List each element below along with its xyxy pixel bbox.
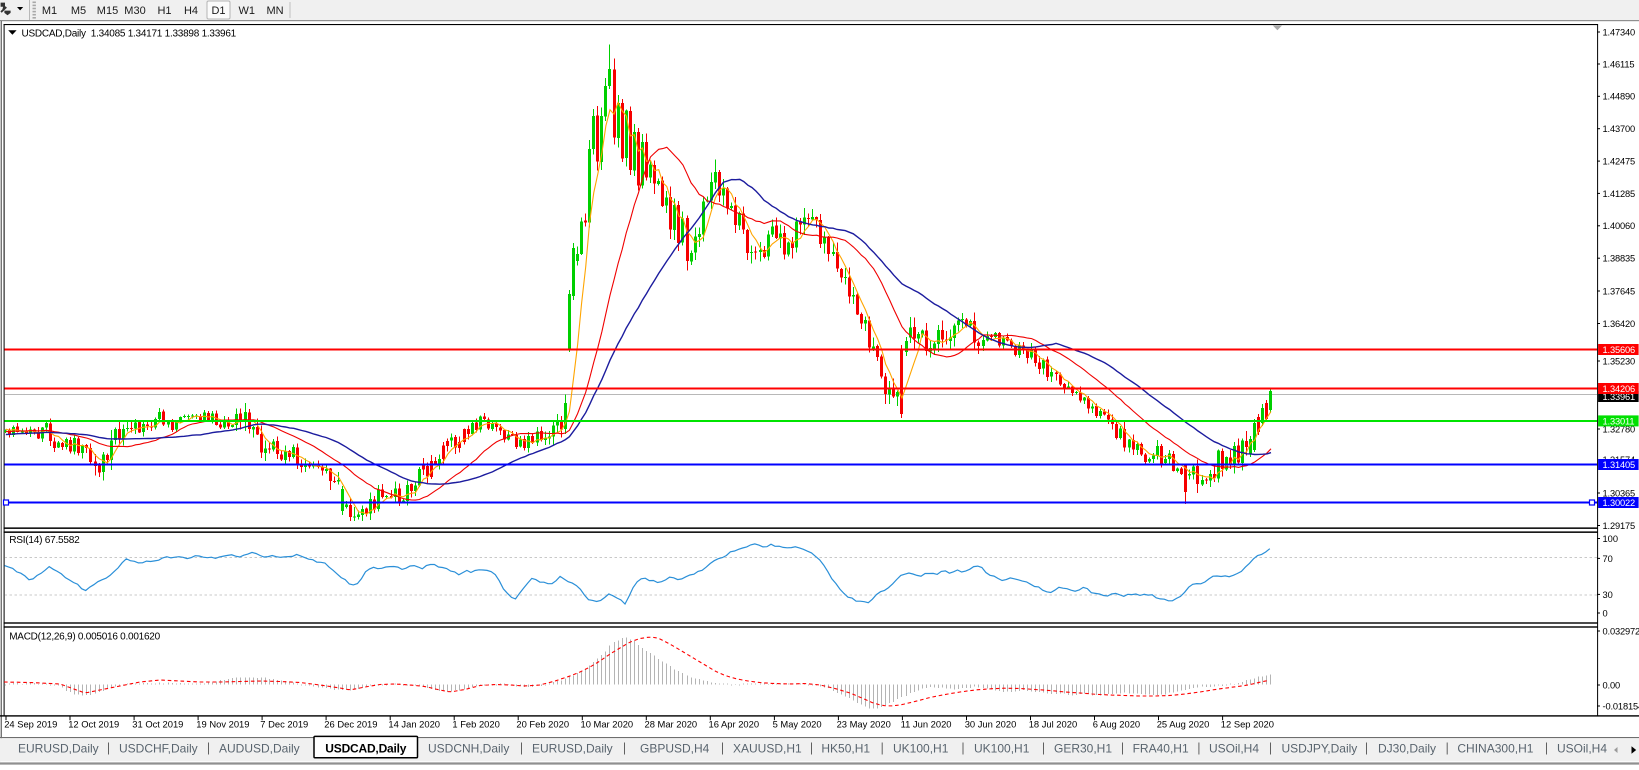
svg-text:D1: D1 [211, 5, 225, 17]
svg-text:1.33011: 1.33011 [1603, 416, 1635, 426]
svg-text:20 Feb 2020: 20 Feb 2020 [516, 718, 569, 729]
svg-text:0.032972: 0.032972 [1603, 626, 1639, 636]
svg-text:23 May 2020: 23 May 2020 [837, 718, 891, 729]
svg-text:1.34206: 1.34206 [1603, 384, 1636, 394]
svg-text:16 Apr 2020: 16 Apr 2020 [709, 718, 760, 729]
svg-text:0: 0 [1603, 608, 1608, 618]
svg-text:5 May 2020: 5 May 2020 [773, 718, 822, 729]
svg-text:1 Feb 2020: 1 Feb 2020 [452, 718, 499, 729]
svg-text:W1: W1 [238, 5, 255, 17]
svg-text:EURUSD,Daily: EURUSD,Daily [532, 742, 613, 756]
svg-text:USDCHF,Daily: USDCHF,Daily [119, 742, 198, 756]
svg-text:100: 100 [1603, 534, 1619, 544]
svg-text:HK50,H1: HK50,H1 [821, 742, 870, 756]
svg-text:1.47340: 1.47340 [1603, 27, 1636, 37]
svg-text:24 Sep 2019: 24 Sep 2019 [4, 718, 57, 729]
svg-text:AUDUSD,Daily: AUDUSD,Daily [219, 742, 300, 756]
svg-text:-0.018154: -0.018154 [1603, 701, 1639, 711]
svg-text:USOil,H4: USOil,H4 [1557, 742, 1607, 756]
svg-text:26 Dec 2019: 26 Dec 2019 [324, 718, 377, 729]
svg-text:12 Oct 2019: 12 Oct 2019 [68, 718, 119, 729]
svg-text:1.29175: 1.29175 [1603, 521, 1636, 531]
svg-text:UK100,H1: UK100,H1 [893, 742, 949, 756]
svg-text:M30: M30 [124, 5, 145, 17]
svg-text:M5: M5 [71, 5, 86, 17]
svg-text:M15: M15 [97, 5, 118, 17]
svg-text:12 Sep 2020: 12 Sep 2020 [1221, 718, 1274, 729]
svg-text:H4: H4 [184, 5, 198, 17]
svg-text:CHINA300,H1: CHINA300,H1 [1457, 742, 1533, 756]
svg-text:30: 30 [1603, 590, 1613, 600]
svg-text:USDCNH,Daily: USDCNH,Daily [428, 742, 509, 756]
svg-text:XAUUSD,H1: XAUUSD,H1 [733, 742, 802, 756]
svg-text:1.46115: 1.46115 [1603, 59, 1635, 69]
svg-text:1.30022: 1.30022 [1603, 498, 1636, 508]
svg-text:H1: H1 [157, 5, 171, 17]
svg-text:USDJPY,Daily: USDJPY,Daily [1282, 742, 1358, 756]
svg-text:1.36420: 1.36420 [1603, 319, 1636, 329]
svg-text:USDCAD,Daily 1.34085 1.34171: USDCAD,Daily 1.34085 1.34171 1.33898 1.3… [22, 29, 237, 40]
svg-text:1.38835: 1.38835 [1603, 254, 1636, 264]
svg-text:1.40060: 1.40060 [1603, 221, 1636, 231]
svg-text:7 Dec 2019: 7 Dec 2019 [260, 718, 308, 729]
svg-text:USOil,H4: USOil,H4 [1209, 742, 1259, 756]
svg-text:1.30365: 1.30365 [1603, 488, 1636, 498]
svg-text:UK100,H1: UK100,H1 [974, 742, 1030, 756]
svg-text:19 Nov 2019: 19 Nov 2019 [196, 718, 249, 729]
svg-text:GBPUSD,H4: GBPUSD,H4 [640, 742, 710, 756]
svg-text:EURUSD,Daily: EURUSD,Daily [18, 742, 99, 756]
svg-text:1.31405: 1.31405 [1603, 460, 1636, 470]
svg-text:1.41285: 1.41285 [1603, 189, 1636, 199]
svg-text:FRA40,H1: FRA40,H1 [1133, 742, 1189, 756]
svg-text:DJ30,Daily: DJ30,Daily [1378, 742, 1436, 756]
svg-text:30 Jun 2020: 30 Jun 2020 [965, 718, 1017, 729]
svg-text:GER30,H1: GER30,H1 [1054, 742, 1112, 756]
svg-text:0.00: 0.00 [1603, 680, 1621, 690]
svg-text:11 Jun 2020: 11 Jun 2020 [901, 718, 952, 729]
svg-text:25 Aug 2020: 25 Aug 2020 [1157, 718, 1210, 729]
svg-text:1.43700: 1.43700 [1603, 124, 1636, 134]
svg-text:1.35230: 1.35230 [1603, 356, 1636, 366]
svg-text:1.35606: 1.35606 [1603, 345, 1636, 355]
svg-text:14 Jan 2020: 14 Jan 2020 [388, 718, 440, 729]
svg-text:1.42475: 1.42475 [1603, 157, 1636, 167]
svg-text:M1: M1 [42, 5, 57, 17]
svg-text:RSI(14) 67.5582: RSI(14) 67.5582 [9, 535, 80, 546]
svg-text:MACD(12,26,9) 0.005016 0.00162: MACD(12,26,9) 0.005016 0.001620 [9, 632, 160, 643]
svg-text:6 Aug 2020: 6 Aug 2020 [1093, 718, 1140, 729]
svg-text:70: 70 [1603, 554, 1613, 564]
svg-text:USDCAD,Daily: USDCAD,Daily [325, 742, 406, 756]
svg-text:31 Oct 2019: 31 Oct 2019 [132, 718, 183, 729]
svg-text:MN: MN [266, 5, 283, 17]
svg-text:10 Mar 2020: 10 Mar 2020 [581, 718, 634, 729]
svg-text:18 Jul 2020: 18 Jul 2020 [1029, 718, 1077, 729]
svg-text:1.44890: 1.44890 [1603, 92, 1636, 102]
svg-text:28 Mar 2020: 28 Mar 2020 [645, 718, 698, 729]
svg-text:1.37645: 1.37645 [1603, 286, 1636, 296]
